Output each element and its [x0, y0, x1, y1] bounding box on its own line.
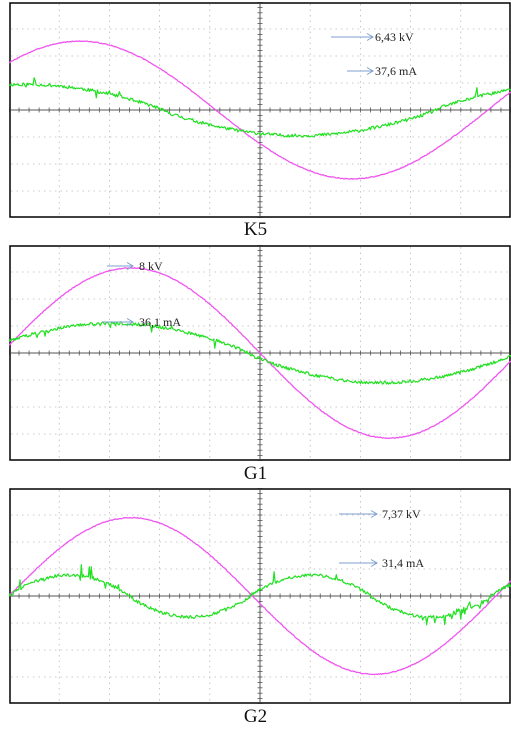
scope-panel-g2: 7,37 kV 31,4 mA [9, 488, 511, 704]
annotation-voltage: 7,37 kV [339, 507, 421, 521]
caption-g1: G1 [243, 463, 268, 484]
annotation-arrow-head [366, 67, 374, 75]
annotation-arrow-head [126, 262, 134, 270]
annotation-label-current: 36,1 mA [139, 315, 181, 329]
annotation-voltage: 8 kV [107, 259, 163, 273]
scope-plot-g2: 7,37 kV 31,4 mA [9, 488, 511, 704]
scope-plot-k5: 6,43 kV 37,6 mA [9, 2, 511, 218]
annotation-voltage: 6,43 kV [331, 30, 414, 44]
caption-k5: K5 [243, 219, 268, 240]
annotation-arrow-head [366, 33, 374, 41]
scope-panel-g1: 8 kV 36,1 mA [9, 245, 511, 461]
axis-ticks [9, 488, 511, 704]
annotation-current: 31,4 mA [339, 556, 424, 570]
scope-plot-g1: 8 kV 36,1 mA [9, 245, 511, 461]
annotation-label-current: 37,6 mA [375, 64, 417, 78]
axis-ticks [9, 2, 511, 218]
scope-panel-k5: 6,43 kV 37,6 mA [9, 2, 511, 218]
current-trace [9, 77, 511, 138]
annotation-label-voltage: 7,37 kV [382, 507, 421, 521]
axis-ticks [9, 245, 511, 461]
annotation-arrow-head [370, 510, 378, 518]
annotation-label-voltage: 8 kV [139, 259, 163, 273]
current-trace [9, 321, 511, 385]
voltage-trace [9, 40, 511, 180]
caption-g2: G2 [243, 706, 268, 727]
annotation-arrow-head [370, 559, 378, 567]
annotation-current: 37,6 mA [347, 64, 417, 78]
annotation-label-current: 31,4 mA [382, 556, 424, 570]
annotation-current: 36,1 mA [103, 315, 181, 329]
current-trace [9, 564, 511, 626]
voltage-trace [9, 516, 511, 676]
voltage-trace [9, 266, 511, 440]
annotation-arrow-head [126, 318, 134, 326]
annotation-label-voltage: 6,43 kV [375, 30, 414, 44]
